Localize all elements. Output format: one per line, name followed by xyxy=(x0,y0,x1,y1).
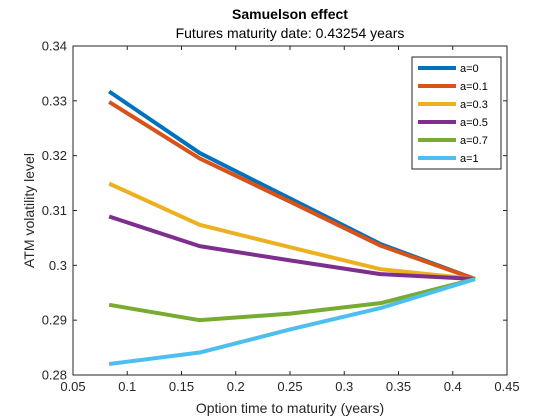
tick-layer: 0.05 0.1 0.15 0.2 0.25 0.3 0.35 0.4 0.45 0.28 0.29… xyxy=(42,39,520,395)
legend-box xyxy=(411,56,502,170)
legend-label-5: a=0.7 xyxy=(460,135,488,147)
y-tick-label: 0.29 xyxy=(42,313,67,328)
chart-title: Samuelson effect xyxy=(232,6,348,22)
series-layer xyxy=(108,89,476,367)
y-axis-label: ATM volatility level xyxy=(21,153,37,268)
legend-label-1: a=0 xyxy=(460,63,479,75)
legend-label-2: a=0.1 xyxy=(460,81,488,93)
x-tick-label: 0.1 xyxy=(118,379,136,394)
x-tick-label: 0.35 xyxy=(386,379,411,394)
series-line-2 xyxy=(108,100,476,281)
legend: a=0 a=0.1 a=0.3 a=0.5 a=0.7 a=1 xyxy=(411,56,502,170)
series-line-4 xyxy=(108,214,476,282)
y-tick-label: 0.33 xyxy=(42,93,67,108)
x-tick-label: 0.05 xyxy=(60,379,85,394)
legend-label-3: a=0.3 xyxy=(460,99,488,111)
series-line-3 xyxy=(108,181,476,282)
x-axis-label: Option time to maturity (years) xyxy=(196,400,384,416)
series-line-5 xyxy=(108,277,476,323)
y-tick-label: 0.3 xyxy=(49,258,67,273)
series-line-6 xyxy=(108,277,476,367)
x-tick-label: 0.3 xyxy=(335,379,353,394)
y-tick-label: 0.34 xyxy=(42,39,67,54)
x-tick-label: 0.25 xyxy=(277,379,302,394)
legend-label-6: a=1 xyxy=(460,153,479,165)
y-tick-label: 0.31 xyxy=(42,203,67,218)
x-tick-label: 0.15 xyxy=(169,379,194,394)
chart-subtitle: Futures maturity date: 0.43254 years xyxy=(176,25,405,41)
x-tick-label: 0.2 xyxy=(227,379,245,394)
x-tick-label: 0.45 xyxy=(494,379,519,394)
y-tick-label: 0.32 xyxy=(42,148,67,163)
legend-items: a=0 a=0.1 a=0.3 a=0.5 a=0.7 a=1 xyxy=(418,63,488,165)
x-tick-label: 0.4 xyxy=(444,379,462,394)
legend-label-4: a=0.5 xyxy=(460,117,488,129)
y-tick-label: 0.28 xyxy=(42,368,67,383)
